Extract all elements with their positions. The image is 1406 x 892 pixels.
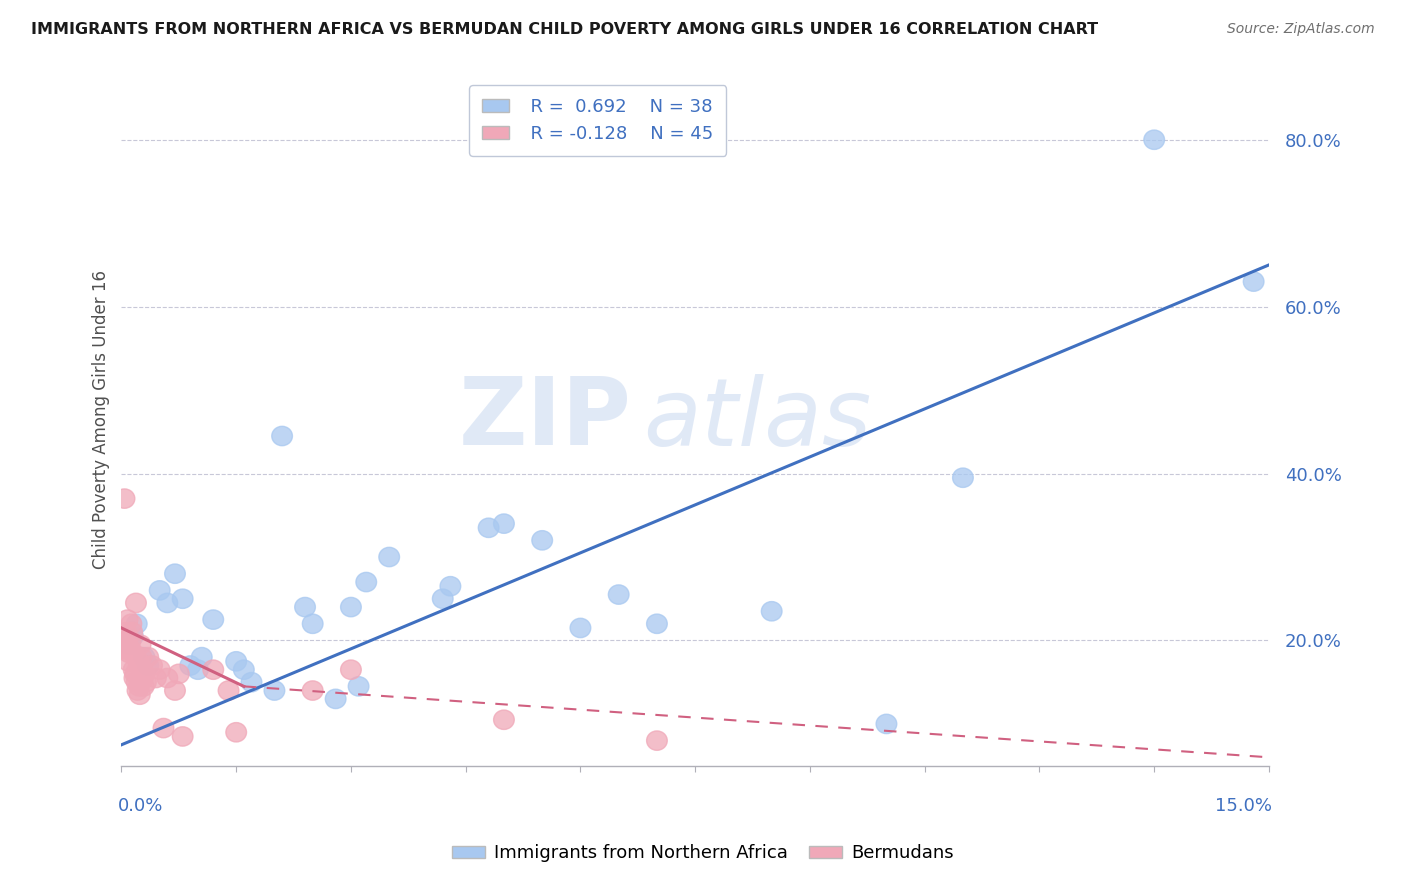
Ellipse shape <box>118 652 139 671</box>
Ellipse shape <box>180 656 201 675</box>
Ellipse shape <box>127 614 148 633</box>
Ellipse shape <box>131 635 150 655</box>
Ellipse shape <box>494 514 515 533</box>
Ellipse shape <box>609 585 628 604</box>
Ellipse shape <box>356 573 377 591</box>
Ellipse shape <box>226 652 246 671</box>
Ellipse shape <box>142 656 162 675</box>
Ellipse shape <box>187 660 208 680</box>
Ellipse shape <box>131 648 152 667</box>
Ellipse shape <box>118 635 139 655</box>
Ellipse shape <box>340 660 361 680</box>
Legend: Immigrants from Northern Africa, Bermudans: Immigrants from Northern Africa, Bermuda… <box>446 838 960 870</box>
Ellipse shape <box>378 548 399 566</box>
Ellipse shape <box>302 614 323 633</box>
Ellipse shape <box>173 589 193 608</box>
Ellipse shape <box>134 665 155 683</box>
Ellipse shape <box>134 648 155 667</box>
Ellipse shape <box>165 564 186 583</box>
Ellipse shape <box>125 593 146 613</box>
Ellipse shape <box>138 656 159 675</box>
Ellipse shape <box>202 660 224 680</box>
Ellipse shape <box>135 673 156 692</box>
Ellipse shape <box>157 668 177 688</box>
Ellipse shape <box>762 601 782 621</box>
Y-axis label: Child Poverty Among Girls Under 16: Child Poverty Among Girls Under 16 <box>93 269 110 569</box>
Text: atlas: atlas <box>644 374 872 465</box>
Ellipse shape <box>876 714 897 733</box>
Ellipse shape <box>128 652 149 671</box>
Ellipse shape <box>132 668 153 688</box>
Ellipse shape <box>115 635 135 655</box>
Legend:   R =  0.692    N = 38,   R = -0.128    N = 45: R = 0.692 N = 38, R = -0.128 N = 45 <box>470 86 727 156</box>
Ellipse shape <box>129 685 150 705</box>
Ellipse shape <box>124 668 145 688</box>
Ellipse shape <box>134 677 153 696</box>
Ellipse shape <box>264 681 285 700</box>
Ellipse shape <box>125 665 146 683</box>
Ellipse shape <box>325 690 346 708</box>
Ellipse shape <box>122 626 143 646</box>
Ellipse shape <box>121 631 141 650</box>
Ellipse shape <box>1144 130 1164 150</box>
Ellipse shape <box>478 518 499 538</box>
Ellipse shape <box>340 598 361 616</box>
Ellipse shape <box>647 614 668 633</box>
Ellipse shape <box>1243 272 1264 292</box>
Ellipse shape <box>173 727 193 746</box>
Ellipse shape <box>953 468 973 487</box>
Ellipse shape <box>124 660 143 680</box>
Ellipse shape <box>202 610 224 629</box>
Ellipse shape <box>117 610 138 629</box>
Ellipse shape <box>149 581 170 600</box>
Ellipse shape <box>440 576 461 596</box>
Ellipse shape <box>647 731 668 750</box>
Ellipse shape <box>121 614 142 633</box>
Ellipse shape <box>127 673 148 692</box>
Ellipse shape <box>494 710 515 730</box>
Ellipse shape <box>569 618 591 638</box>
Ellipse shape <box>122 643 143 663</box>
Ellipse shape <box>433 589 453 608</box>
Ellipse shape <box>226 723 246 742</box>
Ellipse shape <box>165 681 186 700</box>
Ellipse shape <box>218 681 239 700</box>
Ellipse shape <box>115 623 136 642</box>
Ellipse shape <box>118 643 139 663</box>
Ellipse shape <box>271 426 292 446</box>
Ellipse shape <box>146 668 166 688</box>
Text: Source: ZipAtlas.com: Source: ZipAtlas.com <box>1227 22 1375 37</box>
Ellipse shape <box>157 593 177 613</box>
Ellipse shape <box>153 718 174 738</box>
Ellipse shape <box>132 660 152 680</box>
Ellipse shape <box>191 648 212 667</box>
Text: IMMIGRANTS FROM NORTHERN AFRICA VS BERMUDAN CHILD POVERTY AMONG GIRLS UNDER 16 C: IMMIGRANTS FROM NORTHERN AFRICA VS BERMU… <box>31 22 1098 37</box>
Ellipse shape <box>242 673 262 692</box>
Ellipse shape <box>349 677 368 696</box>
Ellipse shape <box>302 681 323 700</box>
Ellipse shape <box>149 660 170 680</box>
Ellipse shape <box>233 660 254 680</box>
Text: ZIP: ZIP <box>460 374 633 466</box>
Ellipse shape <box>127 681 148 700</box>
Ellipse shape <box>114 489 135 508</box>
Ellipse shape <box>122 623 142 642</box>
Ellipse shape <box>129 677 149 696</box>
Text: 15.0%: 15.0% <box>1215 797 1272 814</box>
Ellipse shape <box>531 531 553 550</box>
Ellipse shape <box>295 598 315 616</box>
Text: 0.0%: 0.0% <box>118 797 163 814</box>
Ellipse shape <box>169 665 190 683</box>
Ellipse shape <box>120 640 141 658</box>
Ellipse shape <box>117 631 138 650</box>
Ellipse shape <box>138 648 159 667</box>
Ellipse shape <box>112 640 134 658</box>
